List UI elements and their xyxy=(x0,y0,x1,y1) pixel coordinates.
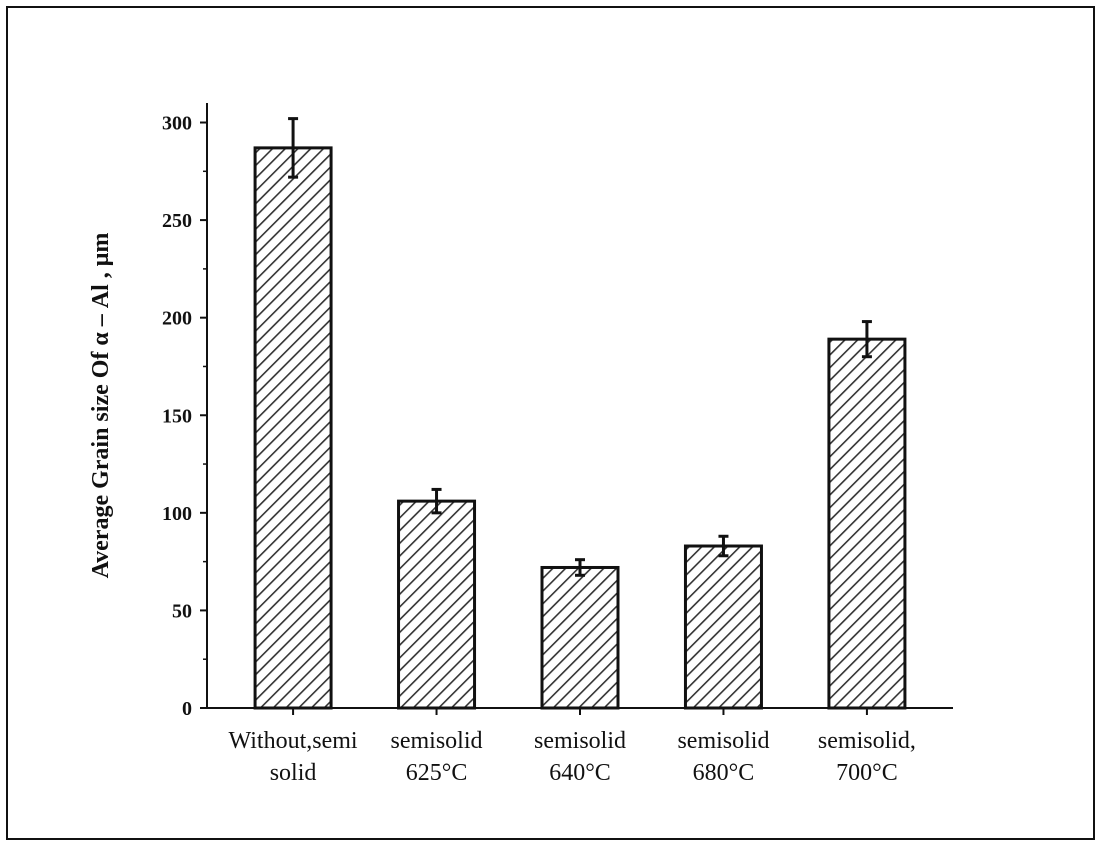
x-category-label: 625°C xyxy=(406,760,468,786)
y-tick-label: 200 xyxy=(162,308,192,330)
y-tick-label: 150 xyxy=(162,405,192,427)
bar xyxy=(253,146,333,710)
x-category-label: semisolid xyxy=(677,728,769,754)
y-tick-label: 0 xyxy=(182,698,192,720)
y-tick-label: 300 xyxy=(162,113,192,135)
labels: 0 50 100 150 200 250 300 Without,semi solid semis… xyxy=(88,113,916,786)
bar xyxy=(540,565,620,710)
x-category-label: semisolid xyxy=(391,728,483,754)
x-category-label: solid xyxy=(270,760,317,786)
x-category-label: semisolid xyxy=(534,728,626,754)
y-axis-label: Average Grain size Of α – Al , μm xyxy=(88,233,114,579)
bar xyxy=(827,337,907,710)
bars xyxy=(253,117,907,710)
x-category-label: semisolid, xyxy=(818,728,916,754)
x-category-label: 700°C xyxy=(836,760,898,786)
y-tick-label: 250 xyxy=(162,210,192,232)
y-tick-label: 100 xyxy=(162,503,192,525)
x-category-label: 640°C xyxy=(549,760,611,786)
x-category-label: 680°C xyxy=(693,760,755,786)
y-tick-label: 50 xyxy=(172,600,192,622)
bar xyxy=(683,544,763,710)
bar xyxy=(397,499,477,710)
x-category-label: Without,semi xyxy=(229,728,358,754)
